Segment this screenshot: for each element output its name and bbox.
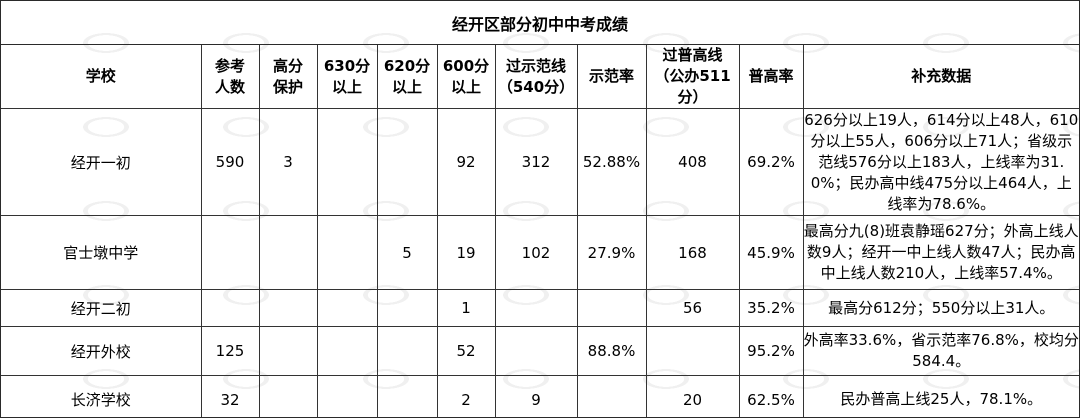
- header-row: 学校 参考 人数 高分 保护 630分 以上 620分 以上 600分 以上 过…: [1, 45, 1079, 109]
- exam-results-table: 学校 参考 人数 高分 保护 630分 以上 620分 以上 600分 以上 过…: [1, 45, 1079, 417]
- cell-public-rate: 62.5%: [738, 375, 804, 417]
- table-row: 经开外校 125 52 88.8% 95.2% 外高率33.6%，省示范率76.…: [1, 326, 1079, 376]
- cell-candidates: 32: [200, 375, 260, 417]
- col-header-high-score-protection: 高分 保护: [258, 45, 318, 109]
- cell-demo-rate: 88.8%: [576, 326, 647, 376]
- cell-demo-rate: 27.9%: [576, 215, 647, 290]
- cell-over-public-line: 20: [645, 375, 740, 417]
- cell-notes: 最高分612分；550分以上31人。: [802, 289, 1079, 327]
- cell-above-630: [316, 326, 378, 376]
- cell-notes: 外高率33.6%，省示范率76.8%，校均分584.4。: [802, 326, 1079, 376]
- cell-candidates: 125: [200, 326, 260, 376]
- cell-over-public-line: [645, 326, 740, 376]
- cell-public-rate: 69.2%: [738, 108, 804, 216]
- col-header-above-630: 630分 以上: [316, 45, 378, 109]
- cell-above-600: 92: [436, 108, 496, 216]
- cell-school: 经开一初: [1, 108, 202, 216]
- cell-over-demo-line: [494, 326, 578, 376]
- cell-above-600: 2: [436, 375, 496, 417]
- col-header-over-public-line: 过普高线 （公办511分）: [645, 45, 740, 109]
- cell-above-620: 5: [376, 215, 438, 290]
- cell-candidates: [200, 289, 260, 327]
- table-title: 经开区部分初中中考成绩: [1, 1, 1079, 45]
- cell-above-620: [376, 289, 438, 327]
- cell-above-630: [316, 375, 378, 417]
- cell-above-620: [376, 375, 438, 417]
- table-row: 官士墩中学 5 19 102 27.9% 168 45.9% 最高分九(8)班袁…: [1, 215, 1079, 290]
- cell-school: 经开外校: [1, 326, 202, 376]
- cell-high-score-protection: [258, 215, 318, 290]
- col-header-notes: 补充数据: [802, 45, 1079, 109]
- cell-above-600: 52: [436, 326, 496, 376]
- cell-candidates: 590: [200, 108, 260, 216]
- cell-notes: 626分以上19人，614分以上48人，610分以上55人，606分以上71人；…: [802, 108, 1079, 216]
- cell-public-rate: 45.9%: [738, 215, 804, 290]
- cell-above-630: [316, 289, 378, 327]
- cell-over-public-line: 408: [645, 108, 740, 216]
- cell-notes: 最高分九(8)班袁静瑶627分；外高上线人数9人；经开一中上线人数47人；民办高…: [802, 215, 1079, 290]
- cell-school: 官士墩中学: [1, 215, 202, 290]
- cell-candidates: [200, 215, 260, 290]
- cell-over-demo-line: 312: [494, 108, 578, 216]
- col-header-above-600: 600分 以上: [436, 45, 496, 109]
- col-header-above-620: 620分 以上: [376, 45, 438, 109]
- cell-over-public-line: 168: [645, 215, 740, 290]
- cell-above-600: 19: [436, 215, 496, 290]
- cell-over-demo-line: 9: [494, 375, 578, 417]
- cell-public-rate: 35.2%: [738, 289, 804, 327]
- cell-over-public-line: 56: [645, 289, 740, 327]
- cell-above-600: 1: [436, 289, 496, 327]
- col-header-candidates: 参考 人数: [200, 45, 260, 109]
- col-header-school: 学校: [1, 45, 202, 109]
- table-row: 长济学校 32 2 9 20 62.5% 民办普高上线25人，78.1%。: [1, 375, 1079, 417]
- col-header-over-demo-line: 过示范线 （540分）: [494, 45, 578, 109]
- cell-above-620: [376, 108, 438, 216]
- col-header-demo-rate: 示范率: [576, 45, 647, 109]
- cell-high-score-protection: [258, 375, 318, 417]
- cell-demo-rate: [576, 289, 647, 327]
- cell-high-score-protection: [258, 326, 318, 376]
- cell-over-demo-line: [494, 289, 578, 327]
- cell-school: 长济学校: [1, 375, 202, 417]
- cell-high-score-protection: 3: [258, 108, 318, 216]
- cell-demo-rate: [576, 375, 647, 417]
- cell-above-630: [316, 215, 378, 290]
- cell-demo-rate: 52.88%: [576, 108, 647, 216]
- cell-above-630: [316, 108, 378, 216]
- table-row: 经开二初 1 56 35.2% 最高分612分；550分以上31人。: [1, 289, 1079, 327]
- cell-notes: 民办普高上线25人，78.1%。: [802, 375, 1079, 417]
- cell-public-rate: 95.2%: [738, 326, 804, 376]
- cell-school: 经开二初: [1, 289, 202, 327]
- cell-over-demo-line: 102: [494, 215, 578, 290]
- table-row: 经开一初 590 3 92 312 52.88% 408 69.2% 626分以…: [1, 108, 1079, 216]
- col-header-public-rate: 普高率: [738, 45, 804, 109]
- cell-above-620: [376, 326, 438, 376]
- cell-high-score-protection: [258, 289, 318, 327]
